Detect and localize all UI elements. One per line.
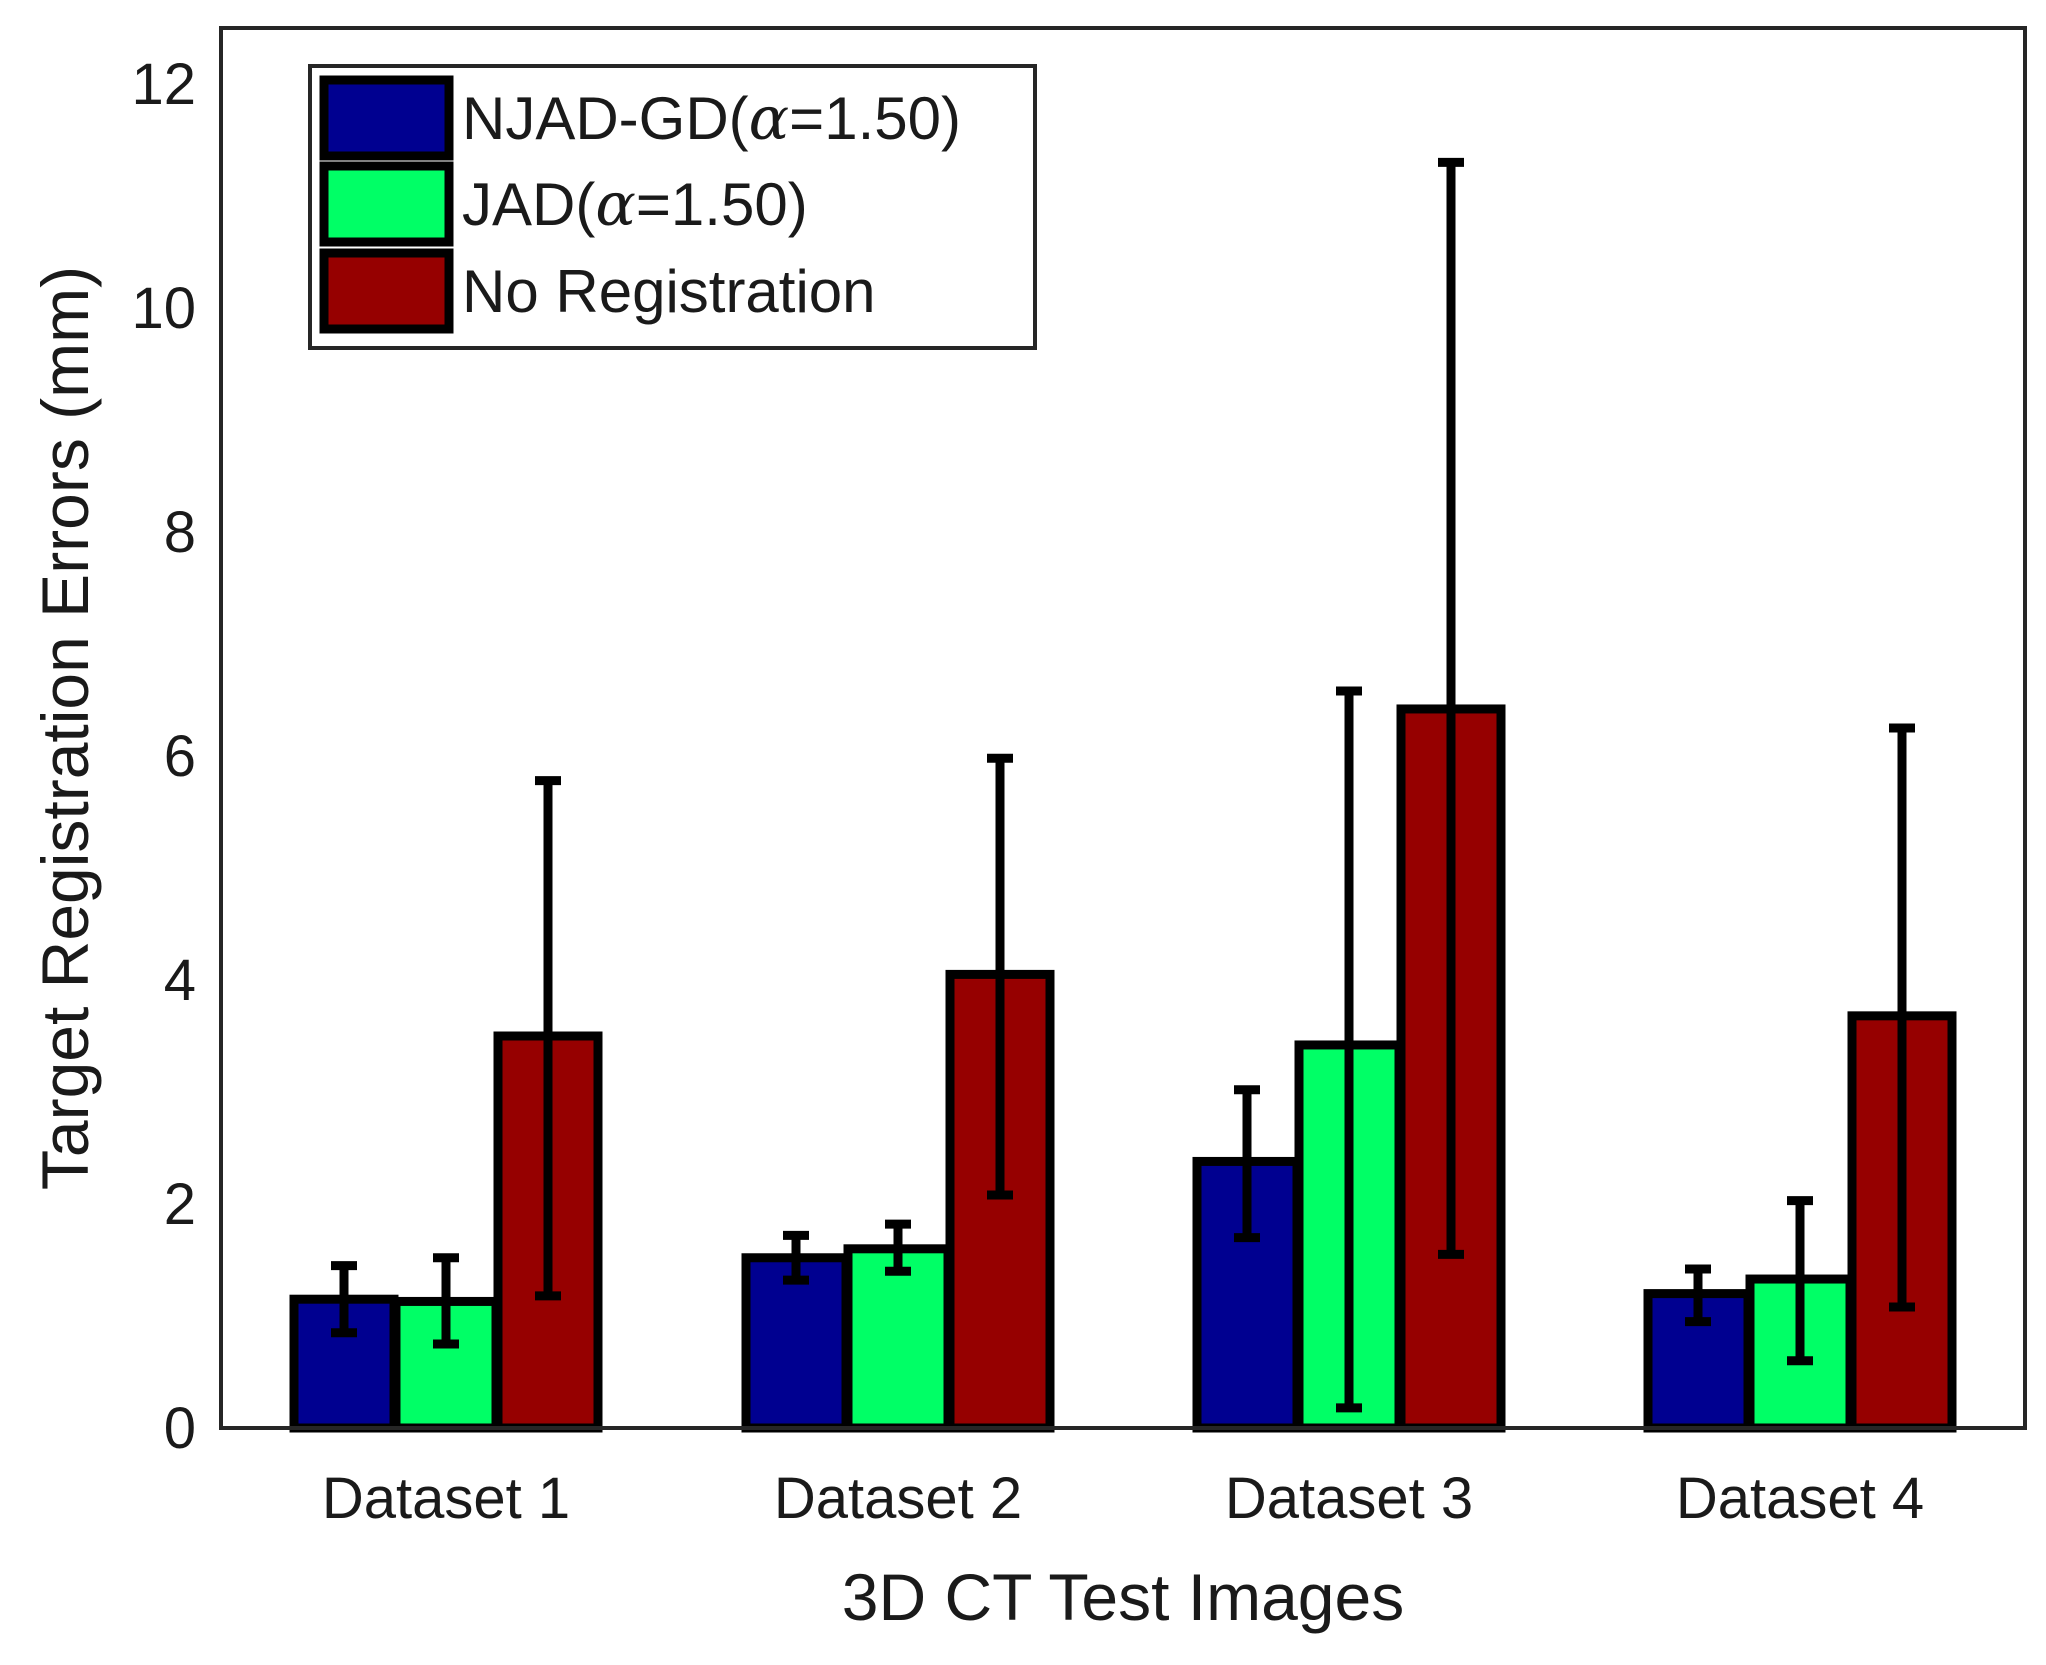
error-bar-series-1-dataset-1 (331, 1261, 357, 1338)
y-axis-title: Target Registration Errors (mm) (28, 266, 102, 1190)
error-bar-series-3-dataset-4 (1889, 723, 1915, 1312)
error-bar-series-3-dataset-3 (1438, 157, 1464, 1259)
plot-frame (219, 26, 2027, 1430)
y-tick-label: 10 (131, 276, 196, 341)
error-bar-series-2-dataset-4 (1787, 1196, 1813, 1366)
error-bar-series-2-dataset-1 (433, 1253, 459, 1349)
error-bar-series-1-dataset-4 (1685, 1264, 1711, 1327)
error-bar-series-2-dataset-2 (885, 1219, 911, 1276)
legend-swatch-series-1 (319, 75, 454, 161)
legend-label-series-2: JAD(α=1.50) (462, 170, 808, 240)
error-bar-series-1-dataset-2 (783, 1230, 809, 1285)
y-tick-label: 8 (164, 500, 196, 565)
y-tick-label: 2 (164, 1172, 196, 1237)
legend: NJAD-GD(α=1.50) JAD(α=1.50) No Registratio… (308, 64, 1037, 350)
error-bar-series-3-dataset-1 (535, 776, 561, 1301)
x-tick-label: Dataset 1 (322, 1466, 570, 1531)
y-tick-label: 12 (131, 52, 196, 117)
legend-swatch-series-2 (319, 161, 454, 247)
x-axis: Dataset 1 Dataset 2 Dataset 3 Dataset 4 (322, 1466, 1924, 1531)
x-axis-title: 3D CT Test Images (842, 1560, 1404, 1634)
legend-swatch-series-3 (319, 248, 454, 334)
error-bars-layer (331, 157, 1915, 1413)
y-tick-label: 0 (164, 1396, 196, 1461)
x-tick-label: Dataset 3 (1225, 1466, 1473, 1531)
error-bar-series-3-dataset-2 (987, 753, 1013, 1200)
error-bar-series-2-dataset-3 (1336, 686, 1362, 1413)
x-tick-label: Dataset 2 (774, 1466, 1022, 1531)
legend-label-series-1: NJAD-GD(α=1.50) (462, 84, 961, 154)
y-axis: 0 2 4 6 8 10 12 (131, 52, 196, 1461)
y-tick-label: 4 (164, 948, 196, 1013)
error-bar-series-1-dataset-3 (1234, 1085, 1260, 1243)
legend-label-series-3: No Registration (462, 258, 876, 325)
y-tick-label: 6 (164, 724, 196, 789)
x-tick-label: Dataset 4 (1676, 1466, 1924, 1531)
